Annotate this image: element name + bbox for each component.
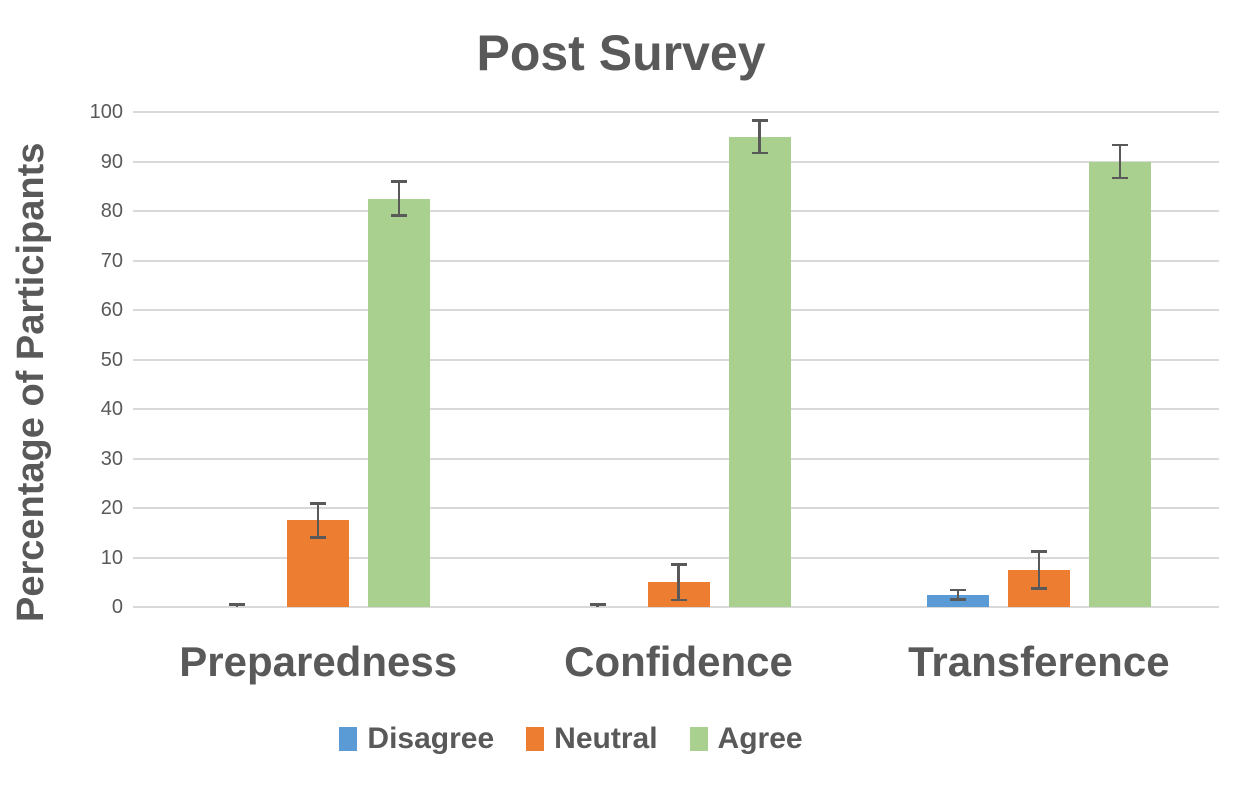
error-bar-line — [956, 588, 960, 601]
bar-agree-confidence — [728, 136, 791, 607]
gridline-60 — [138, 309, 1219, 311]
legend-label-disagree: Disagree — [367, 722, 495, 755]
gridline-30 — [138, 457, 1219, 460]
plot-area — [133, 111, 1219, 608]
gridline-20 — [138, 507, 1219, 509]
error-bar-cap-top — [589, 603, 606, 606]
gridline-10 — [138, 556, 1219, 559]
chart-title: Post Survey — [476, 25, 766, 81]
bar-agree-preparedness — [368, 198, 431, 607]
error-bar-cap-bottom — [751, 151, 768, 155]
gridline-90 — [138, 160, 1219, 163]
legend-swatch-neutral-icon — [526, 727, 545, 751]
y-tick-label-100: 100 — [89, 101, 123, 123]
y-tick-label-50: 50 — [100, 348, 123, 371]
category-label-preparedness: Preparedness — [179, 638, 458, 685]
y-tick-label-10: 10 — [100, 546, 123, 569]
legend: Disagree Neutral Agree — [0, 722, 1142, 756]
error-bar-neutral-transference — [1030, 550, 1048, 590]
legend-swatch-disagree-icon — [339, 727, 358, 751]
y-tick-mark-40 — [133, 408, 138, 410]
y-tick-label-0: 0 — [111, 596, 123, 618]
error-bar-cap-top — [751, 119, 768, 122]
error-bar-cap-bottom — [670, 598, 687, 602]
error-bar-line — [316, 502, 320, 539]
y-tick-mark-60 — [133, 309, 138, 311]
error-bar-line — [677, 563, 680, 602]
error-bar-cap-bottom — [391, 214, 408, 217]
legend-item-disagree: Disagree — [339, 722, 494, 756]
error-bar-disagree-preparedness — [228, 603, 246, 607]
error-bar-cap-top — [310, 502, 327, 505]
error-bar-cap-top — [391, 180, 408, 183]
error-bar-cap-bottom — [1111, 176, 1128, 180]
legend-item-neutral: Neutral — [526, 722, 658, 756]
error-bar-line — [1037, 550, 1041, 590]
category-label-transference: Transference — [908, 638, 1170, 685]
error-bar-line — [1118, 143, 1122, 180]
legend-swatch-agree-icon — [689, 727, 708, 751]
y-tick-mark-0 — [133, 606, 138, 608]
error-bar-disagree-transference — [949, 588, 967, 601]
gridline-100 — [138, 111, 1219, 113]
y-tick-label-80: 80 — [100, 200, 123, 222]
category-label-confidence: Confidence — [564, 638, 793, 685]
gridline-0 — [138, 606, 1219, 608]
error-bar-cap-top — [670, 563, 687, 566]
y-tick-mark-10 — [133, 556, 138, 559]
x-axis-category-labels: Preparedness Confidence Transference — [138, 638, 1219, 686]
error-bar-agree-confidence — [751, 119, 769, 155]
y-tick-mark-80 — [133, 210, 138, 212]
gridline-40 — [138, 408, 1219, 410]
error-bar-cap-top — [1030, 550, 1047, 553]
error-bar-cap-bottom — [310, 536, 327, 539]
error-bar-line — [397, 180, 401, 217]
gridline-70 — [138, 259, 1219, 262]
error-bar-cap-top — [949, 588, 966, 592]
error-bar-cap-bottom — [1030, 587, 1047, 590]
legend-item-agree: Agree — [689, 722, 803, 756]
y-tick-label-30: 30 — [100, 447, 123, 470]
error-bar-neutral-confidence — [670, 563, 688, 602]
error-bar-line — [758, 119, 761, 155]
y-tick-label-90: 90 — [100, 150, 123, 173]
y-tick-mark-30 — [133, 457, 138, 460]
gridline-80 — [138, 210, 1219, 212]
error-bar-disagree-confidence — [589, 603, 607, 607]
y-tick-mark-100 — [133, 111, 138, 113]
error-bar-agree-transference — [1111, 143, 1129, 180]
bar-agree-transference — [1088, 161, 1151, 607]
y-axis: 0 10 20 30 40 50 60 70 80 90 100 — [0, 101, 138, 618]
error-bar-agree-preparedness — [390, 180, 408, 217]
error-bar-neutral-preparedness — [309, 502, 327, 539]
legend-label-agree: Agree — [717, 722, 803, 755]
bar-disagree-transference — [926, 594, 989, 607]
y-tick-label-70: 70 — [100, 249, 123, 272]
y-tick-mark-20 — [133, 507, 138, 509]
y-tick-label-20: 20 — [100, 497, 123, 519]
error-bar-cap-top — [1111, 143, 1128, 147]
error-bar-cap-top — [229, 603, 246, 606]
gridline-50 — [138, 358, 1219, 361]
y-tick-label-60: 60 — [100, 299, 123, 321]
y-tick-label-40: 40 — [100, 398, 123, 420]
legend-label-neutral: Neutral — [554, 722, 658, 755]
y-tick-mark-90 — [133, 160, 138, 163]
y-tick-mark-50 — [133, 358, 138, 361]
y-tick-mark-70 — [133, 259, 138, 262]
error-bar-cap-bottom — [949, 598, 966, 601]
